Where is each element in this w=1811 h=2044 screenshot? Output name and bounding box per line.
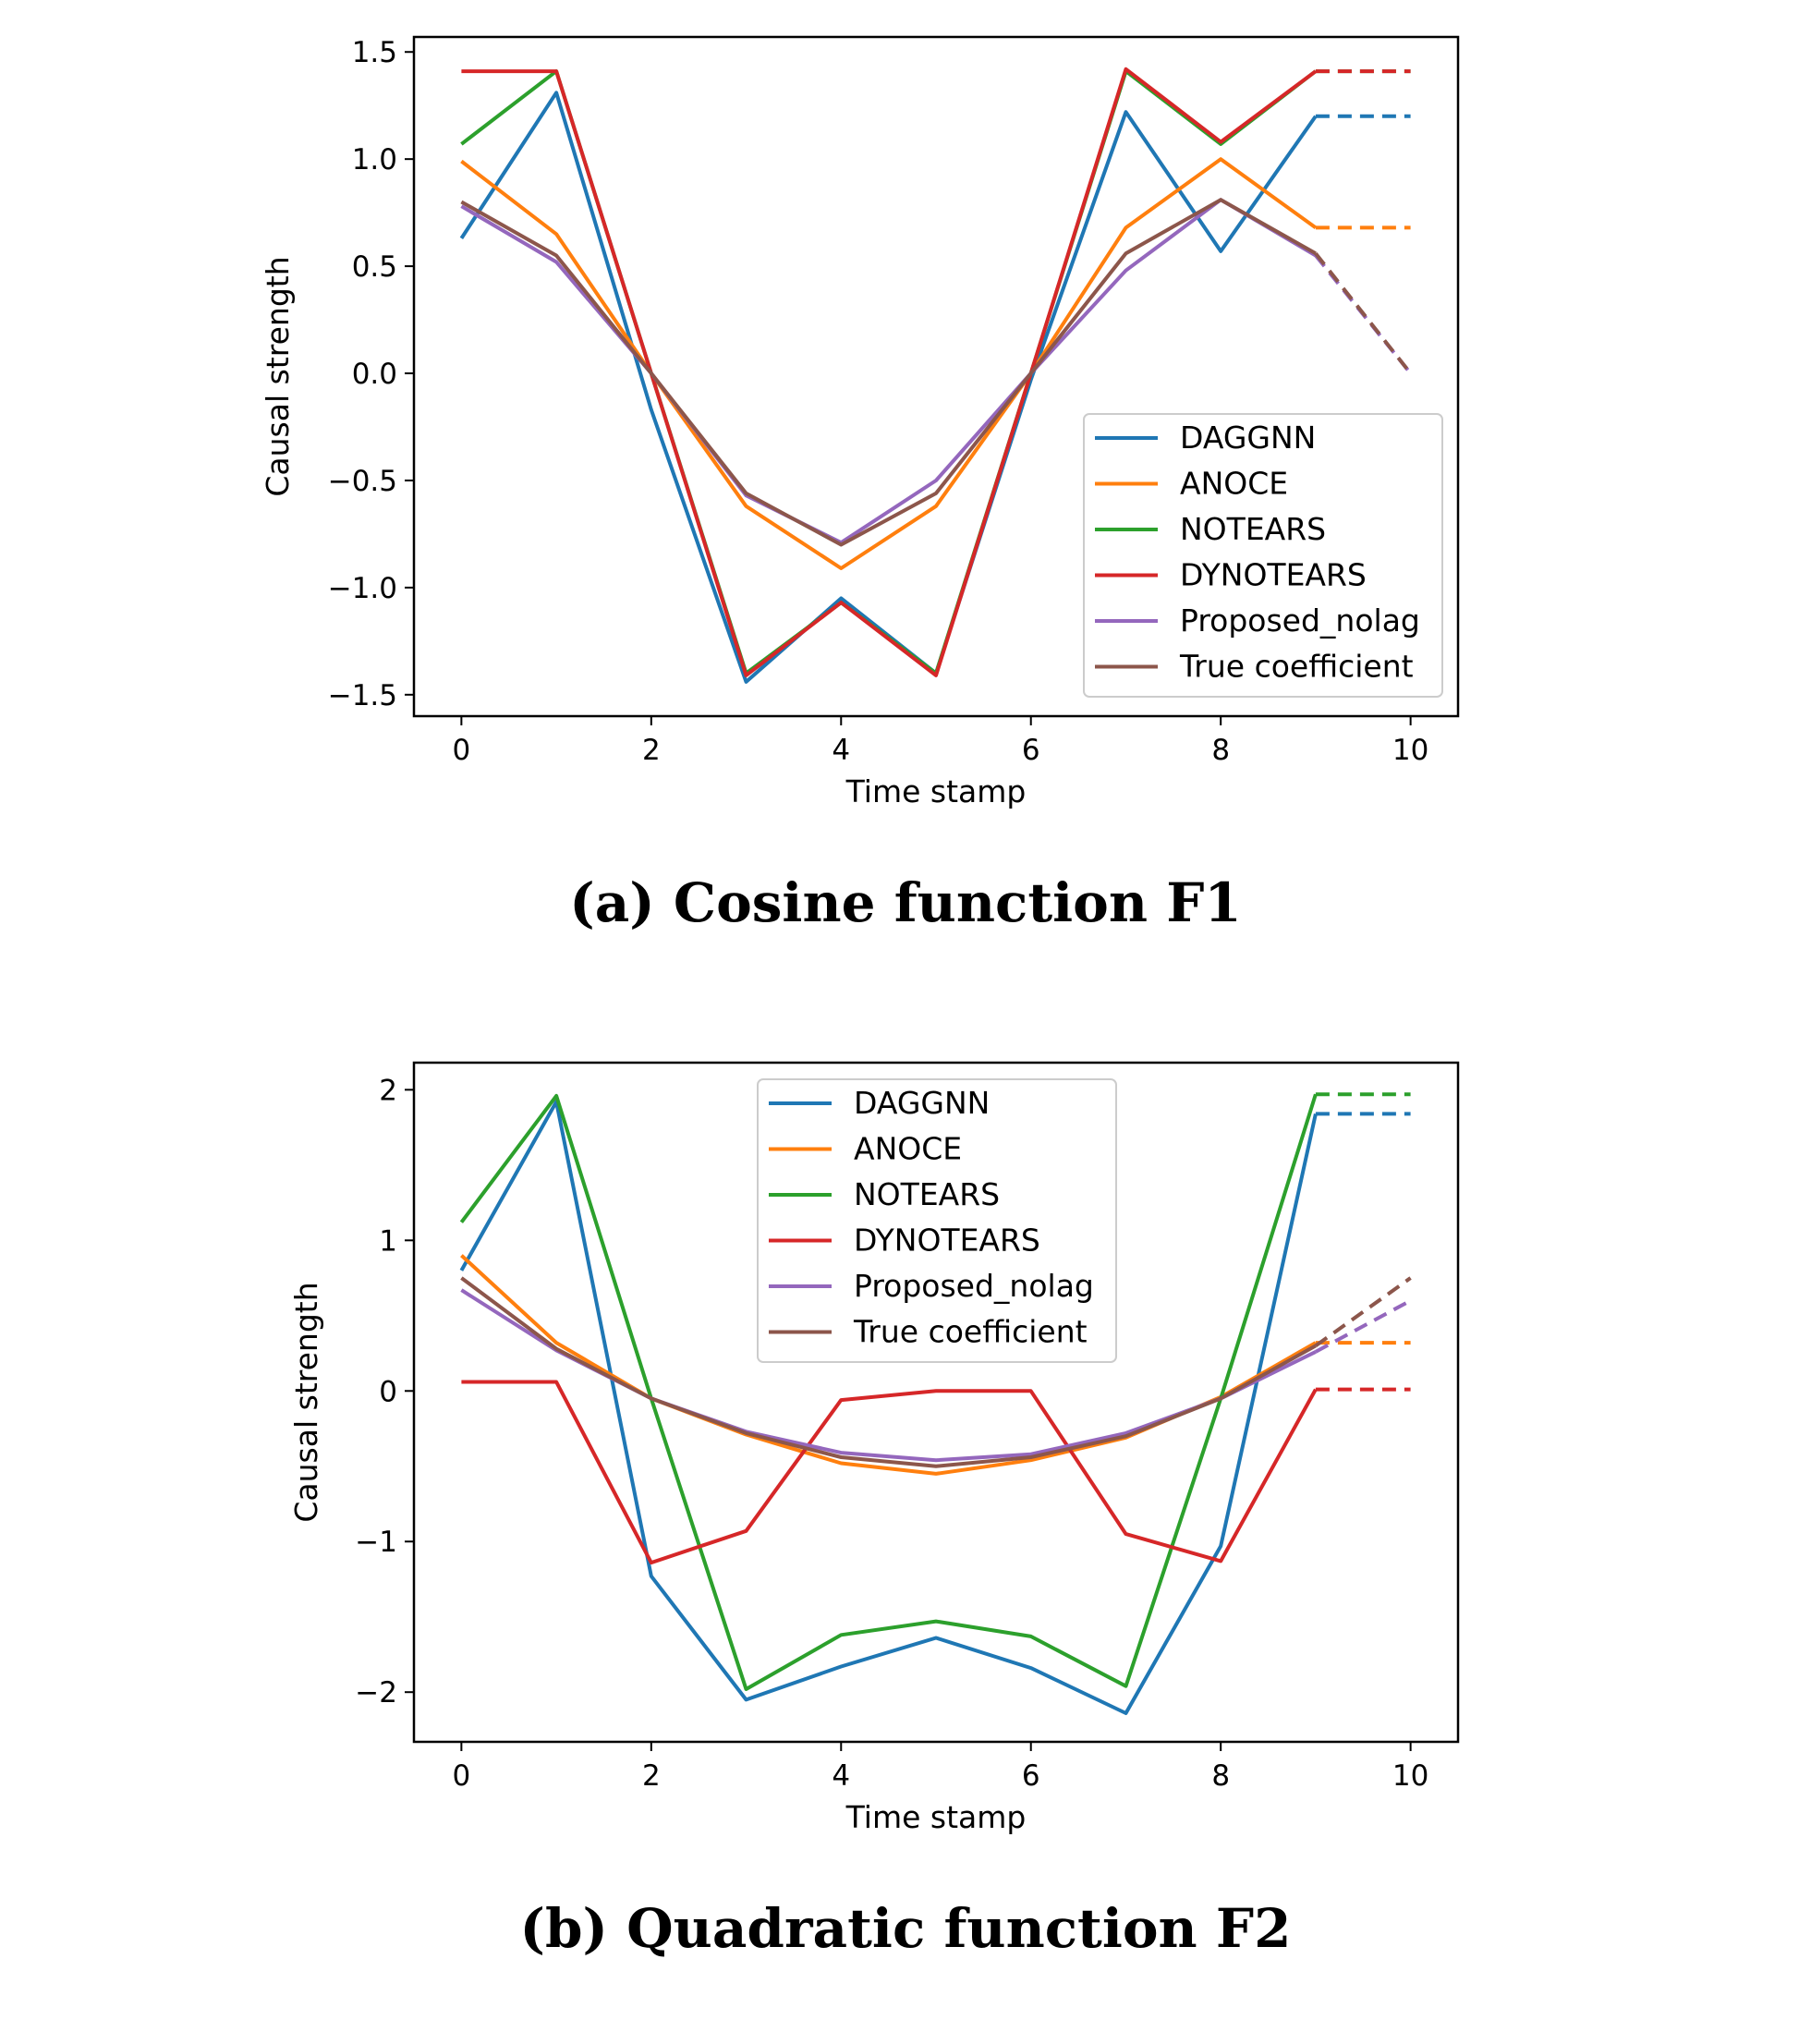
legend-box: [757, 1078, 1117, 1363]
x-tick-label: 0: [452, 734, 470, 767]
legend-label-0: DAGGNN: [854, 1085, 990, 1121]
series-lines: [459, 67, 1413, 684]
y-tick-label: −1.5: [328, 679, 397, 712]
legend-box: [1083, 413, 1443, 698]
y-axis-title: Causal strength: [260, 256, 296, 496]
y-tick-label: −1: [355, 1526, 397, 1559]
legend-label-3: DYNOTEARS: [1180, 557, 1367, 593]
x-tick-label: 4: [832, 1759, 850, 1793]
series-line-3: [461, 67, 1318, 677]
x-tick-label: 10: [1392, 1759, 1428, 1793]
x-tick-label: 4: [832, 734, 850, 767]
x-axis-title: Time stamp: [845, 1799, 1027, 1835]
x-tick-label: 6: [1022, 1759, 1040, 1793]
y-tick-label: 2: [379, 1074, 397, 1107]
x-tick-label: 10: [1392, 734, 1428, 767]
figure-caption: (b) Quadratic function F2: [520, 1897, 1292, 1960]
legend-label-2: NOTEARS: [854, 1176, 1000, 1212]
series-forecast-4: [1314, 1298, 1412, 1354]
legend-label-1: ANOCE: [854, 1131, 962, 1167]
series-line-3: [461, 1380, 1318, 1565]
series-forecast-5: [1314, 251, 1413, 375]
series-lines: [459, 1092, 1412, 1715]
series-line-1: [460, 157, 1318, 570]
legend-label-4: Proposed_nolag: [1180, 602, 1420, 639]
x-axis-title: Time stamp: [845, 773, 1027, 809]
x-tick-label: 8: [1211, 1759, 1230, 1793]
x-tick-label: 8: [1211, 734, 1230, 767]
series-line-5: [460, 198, 1317, 547]
plot-frame: [412, 1061, 1460, 1744]
y-tick-label: 0: [379, 1375, 397, 1408]
x-tick-label: 6: [1022, 734, 1040, 767]
legend-label-1: ANOCE: [1180, 466, 1288, 502]
y-tick-label: −1.0: [328, 572, 397, 605]
x-tick-label: 2: [642, 734, 661, 767]
y-tick-label: −0.5: [328, 465, 397, 498]
y-tick-label: 1.5: [352, 36, 397, 69]
legend-label-5: True coefficient: [1179, 649, 1414, 685]
legend: DAGGNN ANOCE NOTEARS DYNOTEARS Proposed_nola…: [1083, 413, 1443, 698]
y-tick-label: −2: [355, 1676, 397, 1709]
plot-frame: [412, 35, 1460, 718]
series-line-4: [460, 198, 1317, 545]
y-tick-label: 0.5: [352, 250, 397, 284]
legend: DAGGNN ANOCE NOTEARS DYNOTEARS Proposed_nola…: [757, 1078, 1117, 1363]
series-line-0: [459, 1100, 1318, 1715]
legend-label-5: True coefficient: [853, 1314, 1088, 1350]
legend-label-2: NOTEARS: [1180, 511, 1326, 547]
y-tick-label: 0.0: [352, 358, 397, 391]
series-line-2: [459, 1093, 1318, 1691]
series-line-5: [460, 1276, 1317, 1468]
x-tick-label: 2: [642, 1759, 661, 1793]
legend-label-0: DAGGNN: [1180, 420, 1316, 456]
y-tick-label: 1.0: [352, 143, 397, 176]
figure-caption: (a) Cosine function F1: [569, 871, 1241, 934]
legend-label-4: Proposed_nolag: [854, 1268, 1094, 1304]
x-tick-label: 0: [452, 1759, 470, 1793]
panel-b: 0 2 4 6 8 10 −2 −1 0 1 2 Time stamp Causal strength D…: [288, 1061, 1460, 1960]
y-axis-title: Causal strength: [288, 1282, 324, 1522]
legend-label-3: DYNOTEARS: [854, 1223, 1040, 1259]
panel-a: 0 2 4 6 8 10 −1.5 −1.0 −0.5 0.0 0.5 1.0 1.5 Time stam…: [260, 35, 1460, 934]
series-forecast-5: [1314, 1276, 1412, 1348]
y-tick-label: 1: [379, 1224, 397, 1258]
